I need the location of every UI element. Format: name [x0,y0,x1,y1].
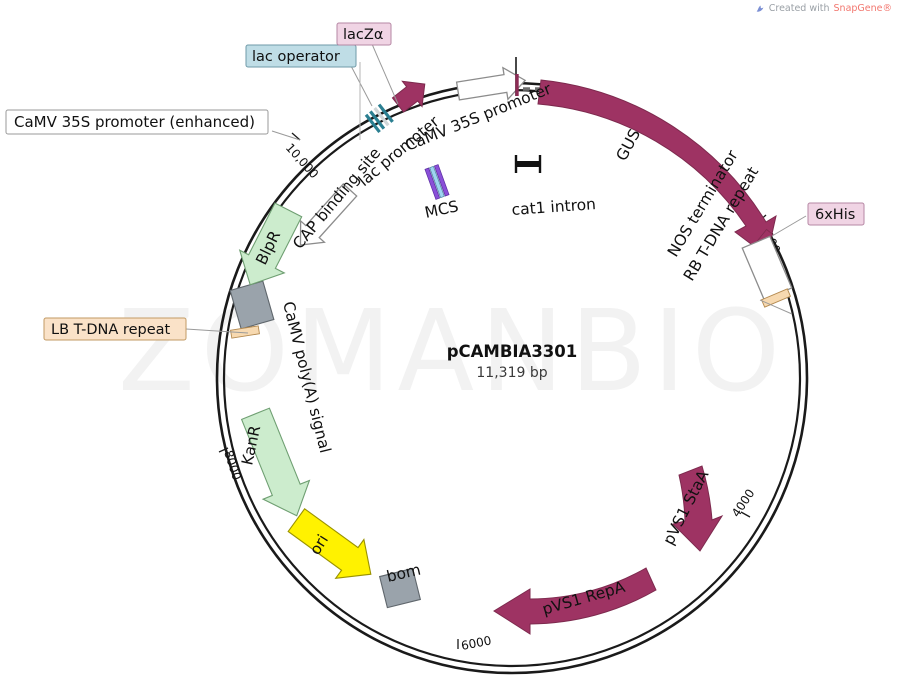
callout-label: lac operator [252,49,340,65]
callout-label: CaMV 35S promoter (enhanced) [14,113,255,131]
feature-blpr[interactable] [228,199,311,297]
feature-camv-polya-signal[interactable] [229,280,275,330]
ruler-tick-label: 6000 [460,633,493,653]
snapgene-logo-icon [756,5,764,12]
callout-lb-t-dna-repeat[interactable]: LB T-DNA repeat [43,317,187,341]
feature-label-bom: bom [385,561,423,586]
leader-lb-t-dna-repeat [185,328,249,334]
callout-label: lacZα [343,27,383,43]
callout-leader-lines [185,43,807,334]
feature-lacz-alpha[interactable] [388,71,434,117]
feature-label-cat1-intron: cat1 intron [511,195,596,219]
callout-camv-35s-promoter-enhanced[interactable]: CaMV 35S promoter (enhanced) [5,109,269,135]
feature-rb-t-dna-repeat[interactable] [760,288,792,308]
feature-label-mcs: MCS [423,197,460,222]
callout-lacz-alpha[interactable]: lacZα [336,22,392,46]
leader-lacz-alpha [371,43,399,105]
ruler-tick-6000: 6000 [457,633,493,653]
plasmid-size: 11,319 bp [476,365,547,381]
feature-cat1-intron[interactable] [514,155,542,173]
callout-label: 6xHis [815,207,855,223]
callout-6xhis[interactable]: 6xHis [807,202,865,226]
leader-camv-35s-enhanced [271,130,301,141]
leader-rb-repeat-tail [759,299,793,315]
leader-lac-operator [349,63,373,107]
feature-gus[interactable] [537,79,777,257]
feature-bom[interactable] [378,567,422,609]
feature-pvs1-repa[interactable]: pVS1 RepA [493,567,657,635]
callout-lac-operator[interactable]: lac operator [245,44,357,68]
snapgene-credit: Created with SnapGene® [755,3,892,14]
watermark-zomanbio: ZOMANBIO [118,287,786,417]
feature-ori[interactable] [282,501,385,594]
feature-lac-operator[interactable] [364,103,394,134]
leader-6xhis [771,215,807,237]
plasmid-name: pCAMBIA3301 [447,342,578,361]
ruler-tick-label: 4000 [729,487,758,520]
feature-35s-terminator-tick [515,57,540,96]
snapgene-brand: SnapGene® [833,3,892,14]
snapgene-credit-prefix: Created with [768,3,830,14]
ruler-tick-label: 10,000 [283,141,322,182]
callout-label: LB T-DNA repeat [51,322,171,338]
feature-cap-binding-site[interactable] [289,179,362,255]
feature-pvs1-staa[interactable] [672,465,724,552]
feature-lb-t-dna-repeat[interactable] [230,325,260,339]
ruler-tick-4000: 4000 [729,487,758,520]
feature-mcs[interactable] [424,164,450,200]
feature-kanr[interactable] [232,404,320,525]
